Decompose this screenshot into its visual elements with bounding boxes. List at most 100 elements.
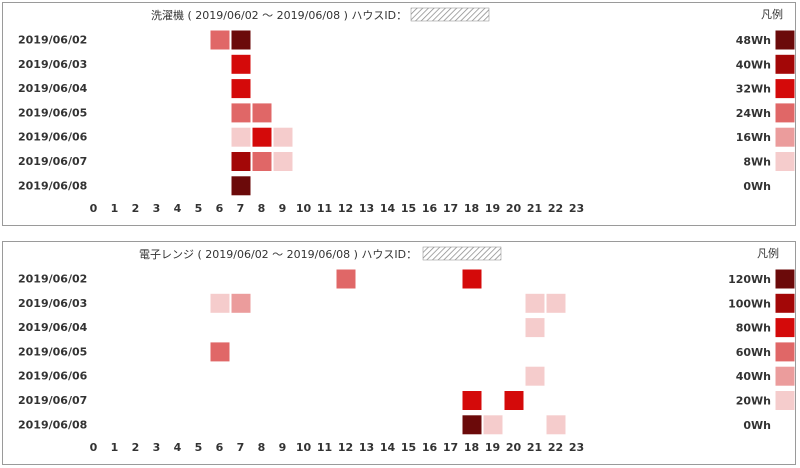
heatmap-panel-washer: 洗濯機 ( 2019/06/02 ～ 2019/06/08 ) ハウスID： 凡…	[2, 2, 796, 226]
heatmap-cell	[524, 365, 546, 387]
legend-swatch	[774, 78, 795, 100]
heatmap-cell	[251, 126, 273, 148]
heatmap-cell	[272, 126, 294, 148]
x-tick-label: 22	[548, 441, 563, 454]
x-tick-label: 20	[506, 202, 522, 215]
heatmap-cell	[230, 292, 252, 314]
x-tick-label: 18	[464, 441, 479, 454]
x-tick-label: 9	[279, 441, 287, 454]
x-tick-label: 19	[485, 202, 500, 215]
heatmap-cell	[230, 126, 252, 148]
legend: 120Wh 100Wh 80Wh 60Wh 40Wh 20Wh 0Wh	[728, 268, 795, 436]
house-id-masked	[410, 7, 490, 22]
legend-label: 16Wh	[736, 131, 771, 144]
x-tick-label: 3	[153, 202, 161, 215]
row-label: 2019/06/07	[18, 394, 87, 407]
heatmap-grid: 2019/06/02 2019/06/03 2019/06/04 2019/06/05…	[18, 268, 584, 454]
row-label: 2019/06/05	[18, 345, 87, 358]
heatmap-cell	[524, 292, 546, 314]
x-tick-label: 2	[132, 441, 140, 454]
legend-label: 32Wh	[736, 83, 771, 96]
heatmap-cell	[545, 292, 567, 314]
heatmap-cell	[272, 151, 294, 172]
heatmap-cell	[230, 175, 252, 197]
legend-label: 40Wh	[736, 58, 771, 71]
x-tick-label: 6	[216, 202, 224, 215]
heatmap-chart-washer: 洗濯機 ( 2019/06/02 ～ 2019/06/08 ) ハウスID： 凡…	[18, 7, 795, 215]
legend-label: 20Wh	[736, 395, 771, 408]
row-label: 2019/06/08	[18, 179, 87, 192]
heatmap-cell	[230, 151, 252, 172]
heatmap-cell	[335, 268, 357, 290]
x-tick-label: 22	[548, 202, 563, 215]
row-label: 2019/06/03	[18, 58, 87, 71]
heatmap-cell	[251, 151, 273, 172]
x-tick-label: 1	[111, 441, 119, 454]
legend-swatch	[774, 365, 795, 387]
legend-label: 100Wh	[728, 297, 771, 310]
row-label: 2019/06/07	[18, 155, 87, 168]
x-tick-label: 15	[401, 441, 416, 454]
x-tick-label: 8	[258, 202, 266, 215]
legend-label: 0Wh	[743, 180, 771, 193]
x-tick-label: 23	[569, 441, 584, 454]
heatmap-cell	[209, 341, 231, 363]
x-tick-label: 21	[527, 202, 542, 215]
x-tick-label: 6	[216, 441, 224, 454]
heatmap-cell	[230, 102, 252, 124]
x-tick-label: 11	[317, 441, 332, 454]
x-tick-label: 8	[258, 441, 266, 454]
legend-label: 60Wh	[736, 346, 771, 359]
legend-label: 8Wh	[743, 156, 771, 169]
x-tick-label: 4	[174, 441, 182, 454]
x-tick-label: 13	[359, 441, 374, 454]
x-tick-label: 23	[569, 202, 584, 215]
legend-swatch	[774, 292, 795, 314]
x-tick-label: 0	[90, 202, 98, 215]
x-tick-label: 13	[359, 202, 374, 215]
legend-swatch	[774, 414, 795, 436]
heatmap-cell	[230, 53, 252, 75]
x-tick-label: 10	[296, 202, 312, 215]
row-label: 2019/06/02	[18, 34, 87, 47]
legend-title: 凡例	[757, 246, 779, 260]
heatmap-cell	[209, 29, 231, 51]
legend-swatch	[774, 151, 795, 172]
x-tick-label: 14	[380, 202, 396, 215]
heatmap-chart-microwave: 電子レンジ ( 2019/06/02 ～ 2019/06/08 ) ハウスID：…	[18, 246, 795, 454]
x-tick-label: 12	[338, 202, 353, 215]
row-label: 2019/06/08	[18, 418, 87, 431]
legend-swatch	[774, 126, 795, 148]
x-tick-label: 18	[464, 202, 479, 215]
heatmap-cell	[461, 390, 483, 411]
x-tick-label: 0	[90, 441, 98, 454]
x-tick-label: 11	[317, 202, 332, 215]
x-tick-label: 7	[237, 441, 245, 454]
legend-swatch	[774, 341, 795, 363]
heatmap-cell	[230, 78, 252, 100]
legend-label: 120Wh	[728, 273, 771, 286]
x-tick-label: 5	[195, 441, 203, 454]
heatmap-panel-microwave: 電子レンジ ( 2019/06/02 ～ 2019/06/08 ) ハウスID：…	[2, 241, 796, 465]
x-tick-label: 1	[111, 202, 119, 215]
x-tick-label: 17	[443, 202, 458, 215]
chart-title: 洗濯機 ( 2019/06/02 ～ 2019/06/08 ) ハウスID：	[151, 8, 407, 22]
heatmap-cell	[209, 292, 231, 314]
row-label: 2019/06/05	[18, 106, 87, 119]
legend-swatch	[774, 29, 795, 51]
legend-swatch	[774, 53, 795, 75]
row-label: 2019/06/06	[18, 131, 88, 144]
x-tick-label: 15	[401, 202, 416, 215]
x-tick-label: 7	[237, 202, 245, 215]
x-tick-label: 3	[153, 441, 161, 454]
heatmap-cell	[461, 414, 483, 436]
legend-swatch	[774, 390, 795, 411]
row-label: 2019/06/06	[18, 370, 88, 383]
x-tick-label: 19	[485, 441, 500, 454]
x-tick-label: 12	[338, 441, 353, 454]
heatmap-grid: 2019/06/02 2019/06/03 2019/06/04 2019/06/05…	[18, 29, 584, 215]
house-id-masked	[422, 246, 502, 261]
heatmap-cell	[230, 29, 252, 51]
heatmap-cell	[461, 268, 483, 290]
heatmap-cell	[251, 102, 273, 124]
